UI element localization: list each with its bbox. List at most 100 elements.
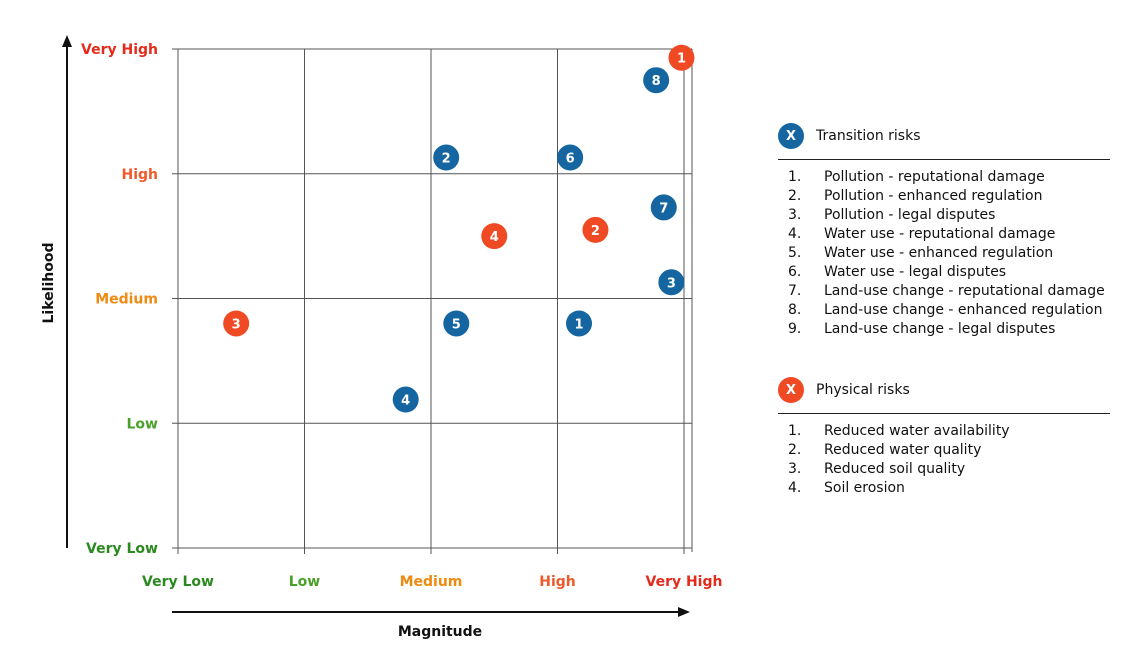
risk-point-physical-3: 3	[223, 310, 250, 337]
legend-physical-title: Physical risks	[816, 382, 910, 398]
transition-risk-item-text: Land-use change - enhanced regulation	[824, 302, 1103, 318]
legend-transition-header: X Transition risks	[778, 119, 1110, 160]
transition-risk-item: 1. Pollution - reputational damage	[778, 168, 1110, 187]
legend-transition-risks: X Transition risks 1. Pollution - reputat…	[778, 119, 1110, 339]
physical-risk-item: 4. Soil erosion	[778, 479, 1110, 498]
transition-risk-item-text: Land-use change - reputational damage	[824, 283, 1105, 299]
physical-risk-list: 1. Reduced water availability 2. Reduced wa…	[778, 422, 1110, 498]
physical-risk-item: 1. Reduced water availability	[778, 422, 1110, 441]
transition-risk-item-text: Pollution - enhanced regulation	[824, 188, 1043, 204]
physical-risk-item-text: Soil erosion	[824, 480, 905, 496]
legend-transition-title: Transition risks	[816, 128, 921, 144]
risk-matrix-chart: Very Low Low Medium High Very High Very Low Lo…	[41, 35, 723, 640]
risk-point-transition-7: 7	[650, 194, 677, 221]
y-axis-label: Likelihood	[41, 243, 57, 324]
transition-risk-item-number: 1.	[788, 169, 802, 185]
risk-marker	[658, 269, 685, 296]
transition-risk-item: 9. Land-use change - legal disputes	[778, 320, 1110, 339]
x-tick-label: High	[539, 574, 576, 590]
x-tick-label: Very High	[646, 574, 723, 590]
transition-risk-item: 7. Land-use change - reputational damage	[778, 282, 1110, 301]
transition-risk-item-number: 6.	[788, 264, 802, 280]
risk-marker	[643, 67, 670, 94]
risk-marker	[582, 216, 609, 243]
risk-marker	[481, 223, 508, 250]
y-tick-label: Low	[127, 416, 159, 432]
transition-risk-item-number: 4.	[788, 226, 802, 242]
transition-risk-item-text: Water use - enhanced regulation	[824, 245, 1054, 261]
risk-marker	[557, 144, 584, 171]
transition-risk-item: 5. Water use - enhanced regulation	[778, 244, 1110, 263]
risk-marker-label: 8	[652, 74, 661, 89]
risk-point-transition-2: 2	[433, 144, 460, 171]
x-axis-label: Magnitude	[398, 624, 482, 640]
y-tick-label: High	[121, 167, 158, 183]
risk-marker	[223, 310, 250, 337]
risk-marker	[566, 310, 593, 337]
y-tick-label: Very Low	[86, 541, 158, 557]
transition-risk-item: 8. Land-use change - enhanced regulation	[778, 301, 1110, 320]
transition-risk-item-text: Pollution - legal disputes	[824, 207, 996, 223]
physical-risk-item-text: Reduced soil quality	[824, 461, 966, 477]
legend-physical-risks: X Physical risks 1. Reduced water availab…	[778, 373, 1110, 498]
risk-point-physical-1: 1	[668, 44, 695, 71]
physical-risk-item-number: 3.	[788, 461, 802, 477]
risk-marker	[392, 386, 419, 413]
risk-marker-label: 5	[452, 317, 461, 332]
transition-risk-item-text: Pollution - reputational damage	[824, 169, 1045, 185]
risk-marker-label: 3	[667, 276, 676, 291]
risk-marker-label: 4	[401, 394, 410, 409]
risk-point-physical-2: 2	[582, 216, 609, 243]
transition-risk-item: 3. Pollution - legal disputes	[778, 206, 1110, 225]
risk-point-physical-4: 4	[481, 223, 508, 250]
y-axis-arrowhead	[62, 35, 72, 47]
x-tick-label: Medium	[400, 574, 463, 590]
risk-marker-label: 4	[490, 230, 499, 245]
x-tick-label: Low	[289, 574, 321, 590]
x-axis-arrowhead	[678, 607, 690, 617]
transition-risk-item-number: 2.	[788, 188, 802, 204]
transition-risk-item-number: 8.	[788, 302, 802, 318]
legend-physical-header: X Physical risks	[778, 373, 1110, 414]
physical-risk-item-number: 1.	[788, 423, 802, 439]
risk-point-transition-6: 6	[557, 144, 584, 171]
risk-point-transition-1: 1	[566, 310, 593, 337]
risk-marker	[668, 44, 695, 71]
risk-marker-label: 1	[677, 52, 686, 67]
risk-marker-label: 6	[566, 152, 575, 167]
risk-marker	[443, 310, 470, 337]
transition-risk-item: 6. Water use - legal disputes	[778, 263, 1110, 282]
risk-marker-label: 1	[574, 317, 583, 332]
y-tick-label: Medium	[95, 292, 158, 308]
transition-badge: X	[778, 123, 804, 149]
risk-point-transition-4: 4	[392, 386, 419, 413]
physical-risk-item: 3. Reduced soil quality	[778, 460, 1110, 479]
risk-marker	[433, 144, 460, 171]
physical-risk-item: 2. Reduced water quality	[778, 441, 1110, 460]
risk-point-transition-3: 3	[658, 269, 685, 296]
transition-risk-item-text: Water use - reputational damage	[824, 226, 1056, 242]
physical-badge: X	[778, 377, 804, 403]
chart-grid	[172, 48, 693, 554]
physical-risk-item-number: 2.	[788, 442, 802, 458]
transition-risk-item: 4. Water use - reputational damage	[778, 225, 1110, 244]
physical-risk-item-number: 4.	[788, 480, 802, 496]
risk-point-transition-5: 5	[443, 310, 470, 337]
y-tick-label: Very High	[81, 42, 158, 58]
transition-risk-item-text: Water use - legal disputes	[824, 264, 1007, 280]
transition-risk-item-number: 7.	[788, 283, 802, 299]
physical-risk-item-text: Reduced water quality	[824, 442, 982, 458]
transition-risk-item-text: Land-use change - legal disputes	[824, 321, 1056, 337]
risk-marker-label: 7	[659, 201, 668, 216]
risk-marker-label: 3	[232, 317, 241, 332]
chart-points: 1 2 3 4 5 6 7 8 1 2 3 4	[223, 44, 695, 413]
risk-marker	[650, 194, 677, 221]
transition-risk-item-number: 3.	[788, 207, 802, 223]
chart-axes	[62, 35, 690, 617]
risk-marker-label: 2	[591, 224, 600, 239]
x-tick-label: Very Low	[142, 574, 214, 590]
transition-risk-item-number: 9.	[788, 321, 802, 337]
transition-risk-item-number: 5.	[788, 245, 802, 261]
physical-risk-item-text: Reduced water availability	[824, 423, 1010, 439]
transition-risk-item: 2. Pollution - enhanced regulation	[778, 187, 1110, 206]
